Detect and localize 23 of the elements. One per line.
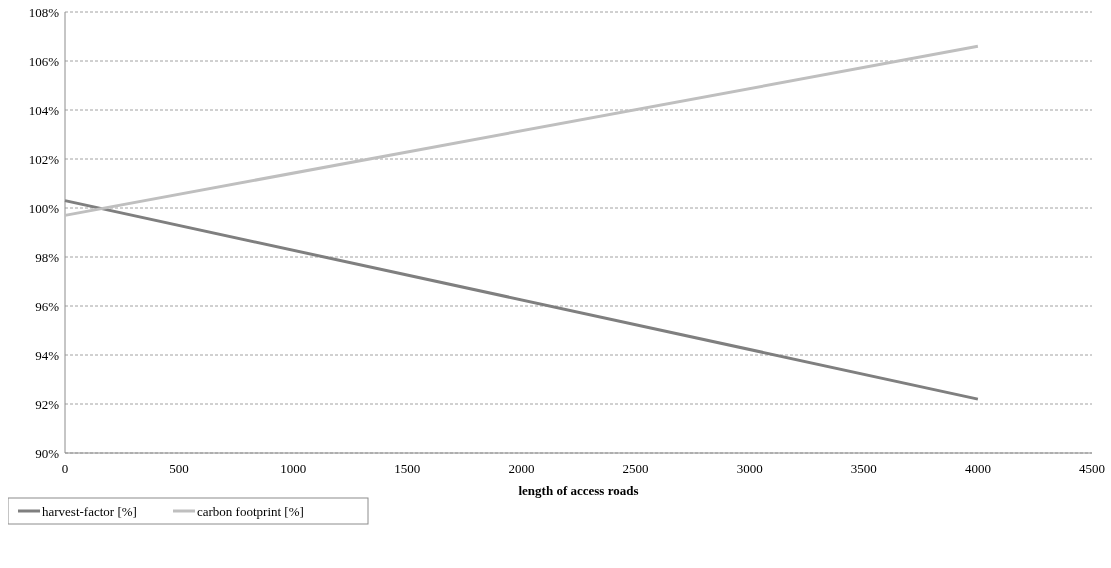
x-tick-label: 1000: [280, 461, 307, 476]
y-tick-label: 94%: [35, 347, 60, 363]
y-tick-label: 92%: [35, 396, 60, 412]
x-tick-label: 4500: [1079, 461, 1105, 476]
x-tick-label: 0: [61, 461, 69, 476]
x-tick-label: 500: [169, 461, 189, 476]
x-tick-label: 4000: [964, 461, 991, 476]
y-tick-label: 98%: [35, 249, 60, 265]
y-tick-label: 106%: [28, 53, 60, 69]
x-axis-title: length of access roads: [518, 483, 639, 498]
legend-label: carbon footprint [%]: [197, 503, 304, 519]
y-tick-label: 90%: [35, 445, 60, 461]
y-tick-label: 100%: [28, 200, 60, 216]
x-tick-label: 2000: [508, 461, 535, 476]
x-tick-label: 2500: [622, 461, 649, 476]
x-tick-label: 3500: [850, 461, 877, 476]
y-tick-label: 96%: [35, 298, 60, 314]
y-tick-label: 102%: [28, 151, 60, 167]
y-tick-label: 108%: [28, 4, 60, 20]
x-tick-label: 3000: [736, 461, 763, 476]
y-tick-label: 104%: [28, 102, 60, 118]
x-tick-label: 1500: [394, 461, 421, 476]
legend-label: harvest-factor [%]: [42, 503, 137, 519]
